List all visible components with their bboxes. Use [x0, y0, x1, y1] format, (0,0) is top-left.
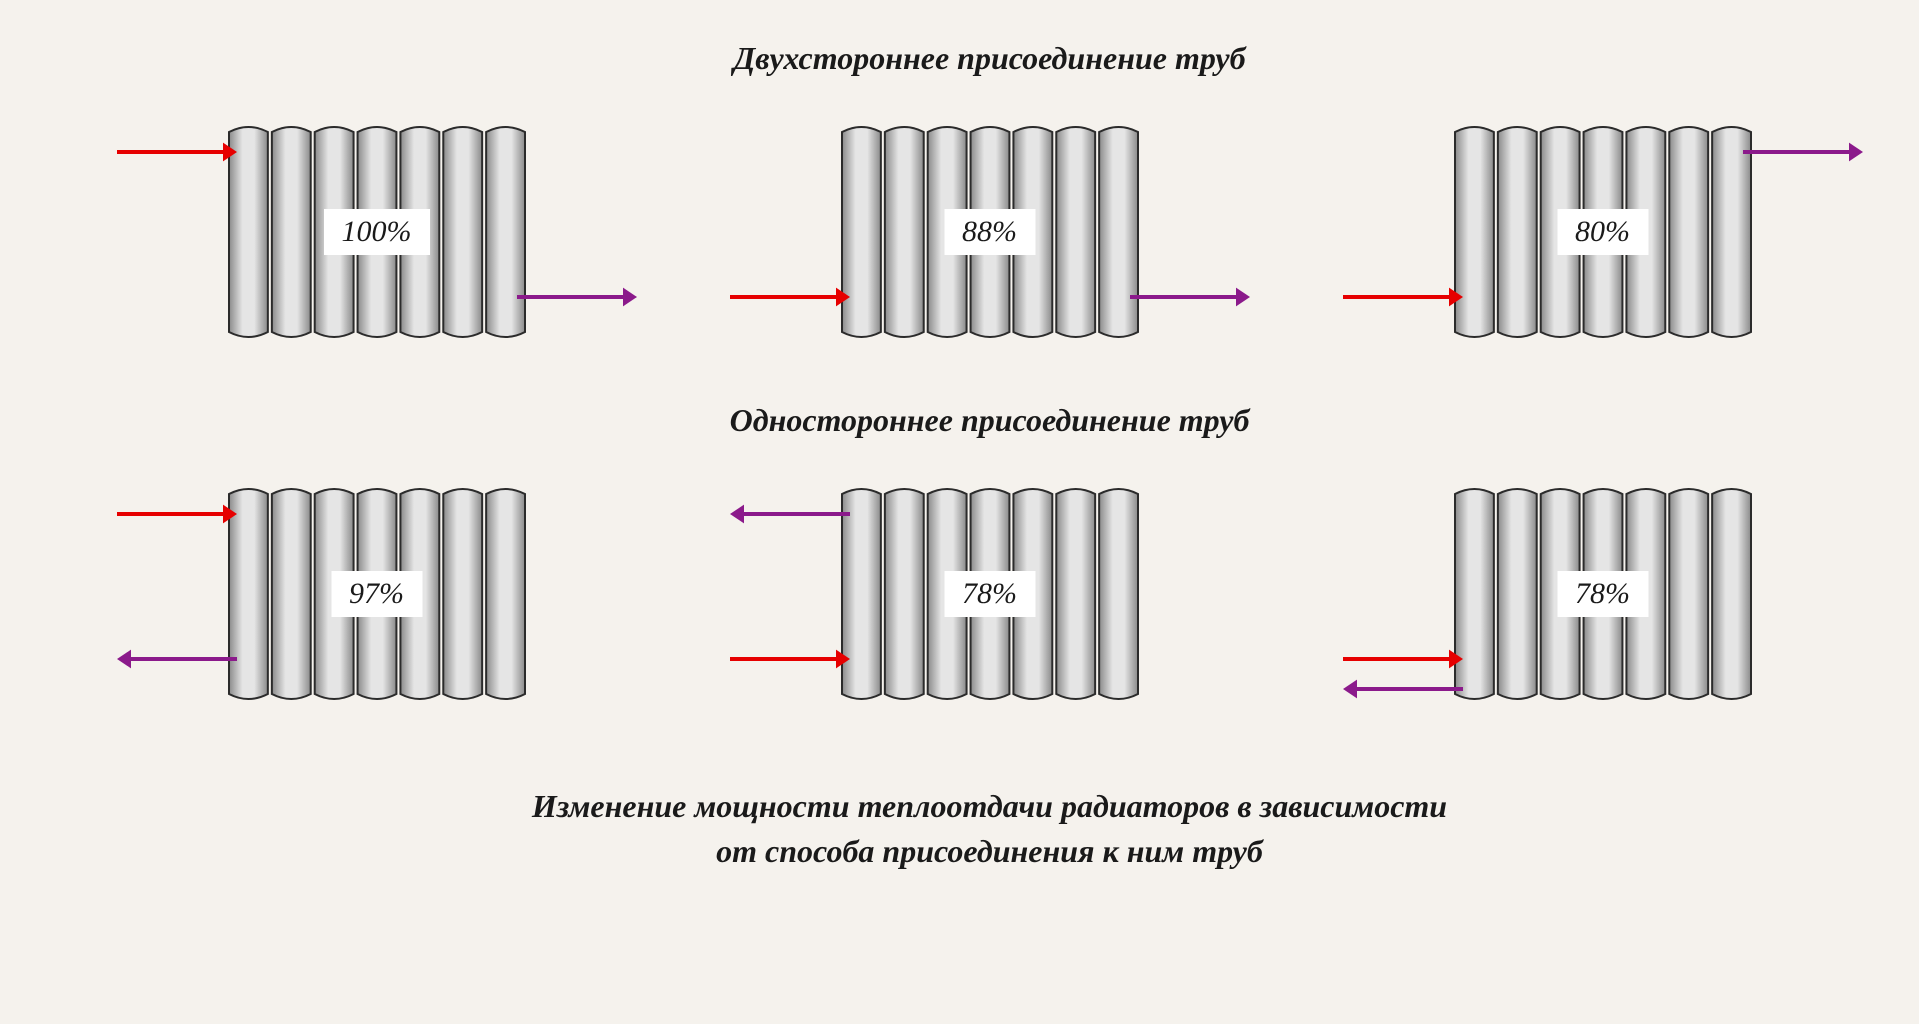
- radiator-group: 78%: [740, 464, 1240, 724]
- page: Двухстороннее присоединение труб: [30, 40, 1919, 994]
- inlet-arrow-icon: [730, 649, 850, 669]
- efficiency-label: 78%: [1557, 571, 1648, 617]
- radiator: 80%: [1453, 122, 1753, 342]
- caption-line-1: Изменение мощности теплоотдачи радиаторо…: [30, 784, 1919, 829]
- radiator: 100%: [227, 122, 527, 342]
- radiator-group: 80%: [1353, 102, 1853, 362]
- efficiency-label: 80%: [1557, 209, 1648, 255]
- outlet-arrow-icon: [117, 649, 237, 669]
- outlet-arrow-icon: [730, 504, 850, 524]
- efficiency-label: 78%: [944, 571, 1035, 617]
- outlet-arrow-icon: [1743, 142, 1863, 162]
- row-2: 97%: [30, 464, 1919, 724]
- radiator: 97%: [227, 484, 527, 704]
- efficiency-label: 97%: [331, 571, 422, 617]
- inlet-arrow-icon: [117, 504, 237, 524]
- radiator-group: 97%: [127, 464, 627, 724]
- efficiency-label: 88%: [944, 209, 1035, 255]
- outlet-arrow-icon: [1343, 679, 1463, 699]
- efficiency-label: 100%: [324, 209, 430, 255]
- radiator: 88%: [840, 122, 1140, 342]
- caption: Изменение мощности теплоотдачи радиаторо…: [30, 784, 1919, 874]
- radiator-group: 78%: [1353, 464, 1853, 724]
- inlet-arrow-icon: [730, 287, 850, 307]
- inlet-arrow-icon: [117, 142, 237, 162]
- radiator-group: 88%: [740, 102, 1240, 362]
- section-title-2: Одностороннее присоединение труб: [30, 402, 1919, 439]
- inlet-arrow-icon: [1343, 287, 1463, 307]
- outlet-arrow-icon: [517, 287, 637, 307]
- radiator: 78%: [840, 484, 1140, 704]
- outlet-arrow-icon: [1130, 287, 1250, 307]
- row-1: 100%: [30, 102, 1919, 362]
- radiator-group: 100%: [127, 102, 627, 362]
- radiator: 78%: [1453, 484, 1753, 704]
- caption-line-2: от способа присоединения к ним труб: [30, 829, 1919, 874]
- inlet-arrow-icon: [1343, 649, 1463, 669]
- section-title-1: Двухстороннее присоединение труб: [30, 40, 1919, 77]
